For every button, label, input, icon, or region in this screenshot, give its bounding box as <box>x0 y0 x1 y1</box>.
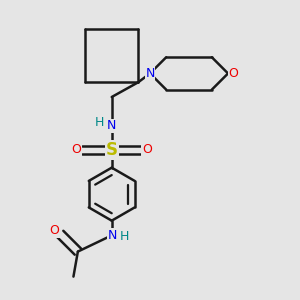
Text: H: H <box>119 230 129 243</box>
Text: O: O <box>142 143 152 157</box>
Text: H: H <box>95 116 104 128</box>
Text: O: O <box>50 224 59 237</box>
Text: O: O <box>71 143 81 157</box>
Text: N: N <box>107 119 116 132</box>
Text: O: O <box>228 67 238 80</box>
Text: S: S <box>106 141 118 159</box>
Text: N: N <box>108 229 117 242</box>
Text: N: N <box>145 67 155 80</box>
